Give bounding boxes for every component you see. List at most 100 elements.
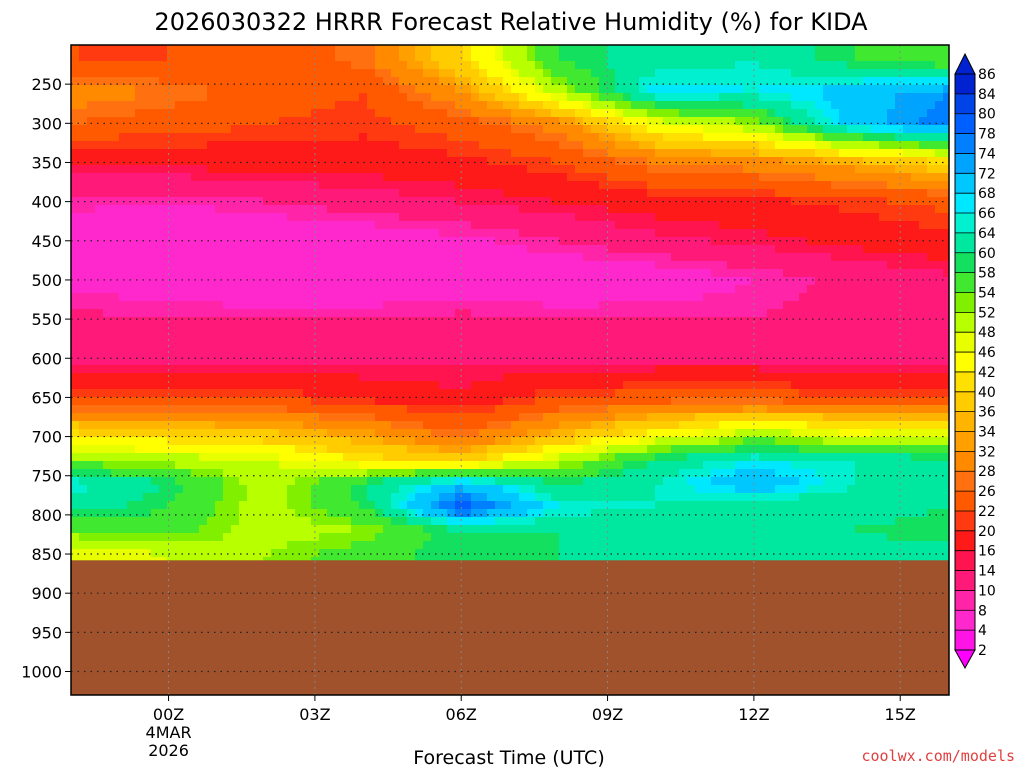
rh-cell — [175, 301, 184, 310]
rh-cell — [655, 221, 664, 230]
rh-cell — [311, 349, 320, 358]
rh-cell — [871, 285, 880, 294]
rh-cell — [935, 181, 944, 190]
rh-cell — [839, 269, 848, 278]
rh-cell — [127, 261, 136, 270]
rh-cell — [759, 381, 768, 390]
rh-cell — [375, 381, 384, 390]
rh-cell — [511, 389, 520, 398]
rh-cell — [159, 373, 168, 382]
rh-cell — [271, 381, 280, 390]
rh-cell — [839, 325, 848, 334]
rh-cell — [687, 117, 696, 126]
rh-cell — [511, 101, 520, 110]
rh-cell — [527, 181, 536, 190]
rh-cell — [871, 133, 880, 142]
rh-cell — [783, 85, 792, 94]
rh-cell — [775, 93, 784, 102]
rh-cell — [791, 213, 800, 222]
rh-cell — [79, 237, 88, 246]
rh-cell — [855, 381, 864, 390]
rh-cell — [735, 245, 744, 254]
rh-cell — [111, 205, 120, 214]
rh-cell — [327, 285, 336, 294]
rh-cell — [111, 45, 120, 54]
rh-cell — [463, 261, 472, 270]
rh-cell — [303, 245, 312, 254]
rh-cell — [943, 357, 950, 366]
rh-cell — [135, 133, 144, 142]
rh-cell — [255, 381, 264, 390]
rh-cell — [519, 141, 528, 150]
rh-cell — [439, 301, 448, 310]
rh-cell — [695, 357, 704, 366]
rh-cell — [199, 333, 208, 342]
rh-cell — [775, 189, 784, 198]
rh-cell — [807, 381, 816, 390]
rh-cell — [327, 245, 336, 254]
rh-cell — [431, 261, 440, 270]
rh-cell — [599, 381, 608, 390]
rh-cell — [519, 229, 528, 238]
rh-cell — [487, 325, 496, 334]
rh-cell — [167, 309, 176, 318]
rh-cell — [247, 141, 256, 150]
rh-cell — [847, 53, 856, 62]
rh-cell — [767, 245, 776, 254]
rh-cell — [631, 245, 640, 254]
rh-cell — [759, 333, 768, 342]
rh-cell — [239, 173, 248, 182]
rh-cell — [431, 341, 440, 350]
rh-cell — [135, 149, 144, 158]
rh-cell — [367, 61, 376, 70]
rh-cell — [751, 349, 760, 358]
rh-cell — [143, 349, 152, 358]
rh-cell — [447, 397, 456, 406]
rh-cell — [151, 69, 160, 78]
rh-cell — [159, 149, 168, 158]
rh-cell — [87, 165, 96, 174]
rh-cell — [375, 53, 384, 62]
rh-cell — [423, 165, 432, 174]
rh-cell — [319, 349, 328, 358]
rh-cell — [863, 245, 872, 254]
rh-cell — [175, 117, 184, 126]
rh-cell — [175, 197, 184, 206]
rh-cell — [375, 133, 384, 142]
rh-cell — [583, 253, 592, 262]
rh-cell — [551, 149, 560, 158]
rh-cell — [711, 93, 720, 102]
rh-cell — [863, 189, 872, 198]
rh-cell — [615, 45, 624, 54]
rh-cell — [823, 237, 832, 246]
rh-cell — [455, 341, 464, 350]
rh-cell — [583, 397, 592, 406]
rh-cell — [615, 317, 624, 326]
rh-cell — [207, 245, 216, 254]
rh-cell — [183, 69, 192, 78]
rh-cell — [263, 53, 272, 62]
rh-cell — [639, 245, 648, 254]
rh-cell — [727, 117, 736, 126]
rh-cell — [135, 173, 144, 182]
rh-cell — [487, 309, 496, 318]
rh-cell — [815, 373, 824, 382]
rh-cell — [199, 149, 208, 158]
rh-cell — [583, 389, 592, 398]
rh-cell — [271, 237, 280, 246]
rh-cell — [599, 53, 608, 62]
rh-cell — [855, 277, 864, 286]
rh-cell — [543, 93, 552, 102]
rh-cell — [303, 117, 312, 126]
rh-cell — [655, 229, 664, 238]
rh-cell — [463, 173, 472, 182]
rh-cell — [679, 157, 688, 166]
rh-cell — [247, 277, 256, 286]
rh-cell — [255, 101, 264, 110]
rh-cell — [511, 333, 520, 342]
rh-cell — [735, 341, 744, 350]
rh-cell — [727, 101, 736, 110]
rh-cell — [759, 133, 768, 142]
rh-cell — [927, 85, 936, 94]
rh-cell — [399, 61, 408, 70]
